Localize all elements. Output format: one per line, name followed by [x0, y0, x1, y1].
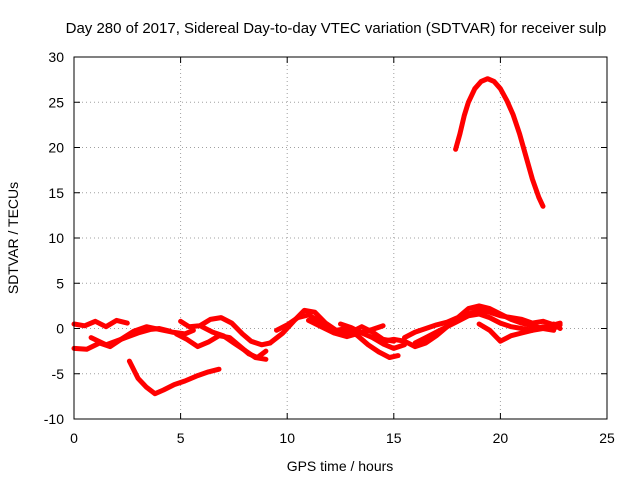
plot-frame	[73, 56, 608, 420]
y-tick-label: 25	[48, 94, 64, 110]
series-line-track-1	[71, 317, 130, 330]
series-line-track-4	[126, 358, 222, 397]
axis-ticks: 0 5 10 15 20 25 -10 -5 0 5 10 15 20 25 30	[44, 49, 615, 446]
series-line-track-6	[178, 315, 273, 348]
series-line-track-13	[402, 303, 557, 341]
x-tick-label: 20	[493, 430, 509, 446]
series-line-track-9	[274, 312, 397, 344]
y-tick-label: 30	[48, 49, 64, 65]
series-line-track-16	[453, 76, 546, 209]
y-tick-label: 20	[48, 140, 64, 156]
chart-title: Day 280 of 2017, Sidereal Day-to-day VTE…	[66, 20, 607, 37]
x-tick-label: 25	[599, 430, 615, 446]
y-tick-label: -5	[52, 366, 65, 382]
x-axis-label: GPS time / hours	[287, 458, 394, 474]
x-tick-label: 0	[70, 430, 78, 446]
series-line-track-3	[88, 326, 173, 348]
x-tick-label: 10	[279, 430, 295, 446]
x-tick-label: 15	[386, 430, 402, 446]
y-tick-label: -10	[44, 411, 64, 427]
grid	[74, 57, 607, 419]
y-axis-label: SDTVAR / TECUs	[5, 182, 21, 294]
series-line-track-7	[199, 324, 269, 362]
y-tick-label: 15	[48, 185, 64, 201]
y-tick-label: 5	[56, 275, 64, 291]
series-group	[71, 76, 563, 397]
y-tick-label: 10	[48, 230, 64, 246]
series-line-track-10	[306, 317, 386, 340]
series-line-track-12	[380, 307, 563, 350]
y-tick-label: 0	[56, 321, 64, 337]
series-line-track-15	[476, 321, 563, 344]
series-line-track-11	[338, 321, 407, 351]
x-tick-label: 5	[177, 430, 185, 446]
